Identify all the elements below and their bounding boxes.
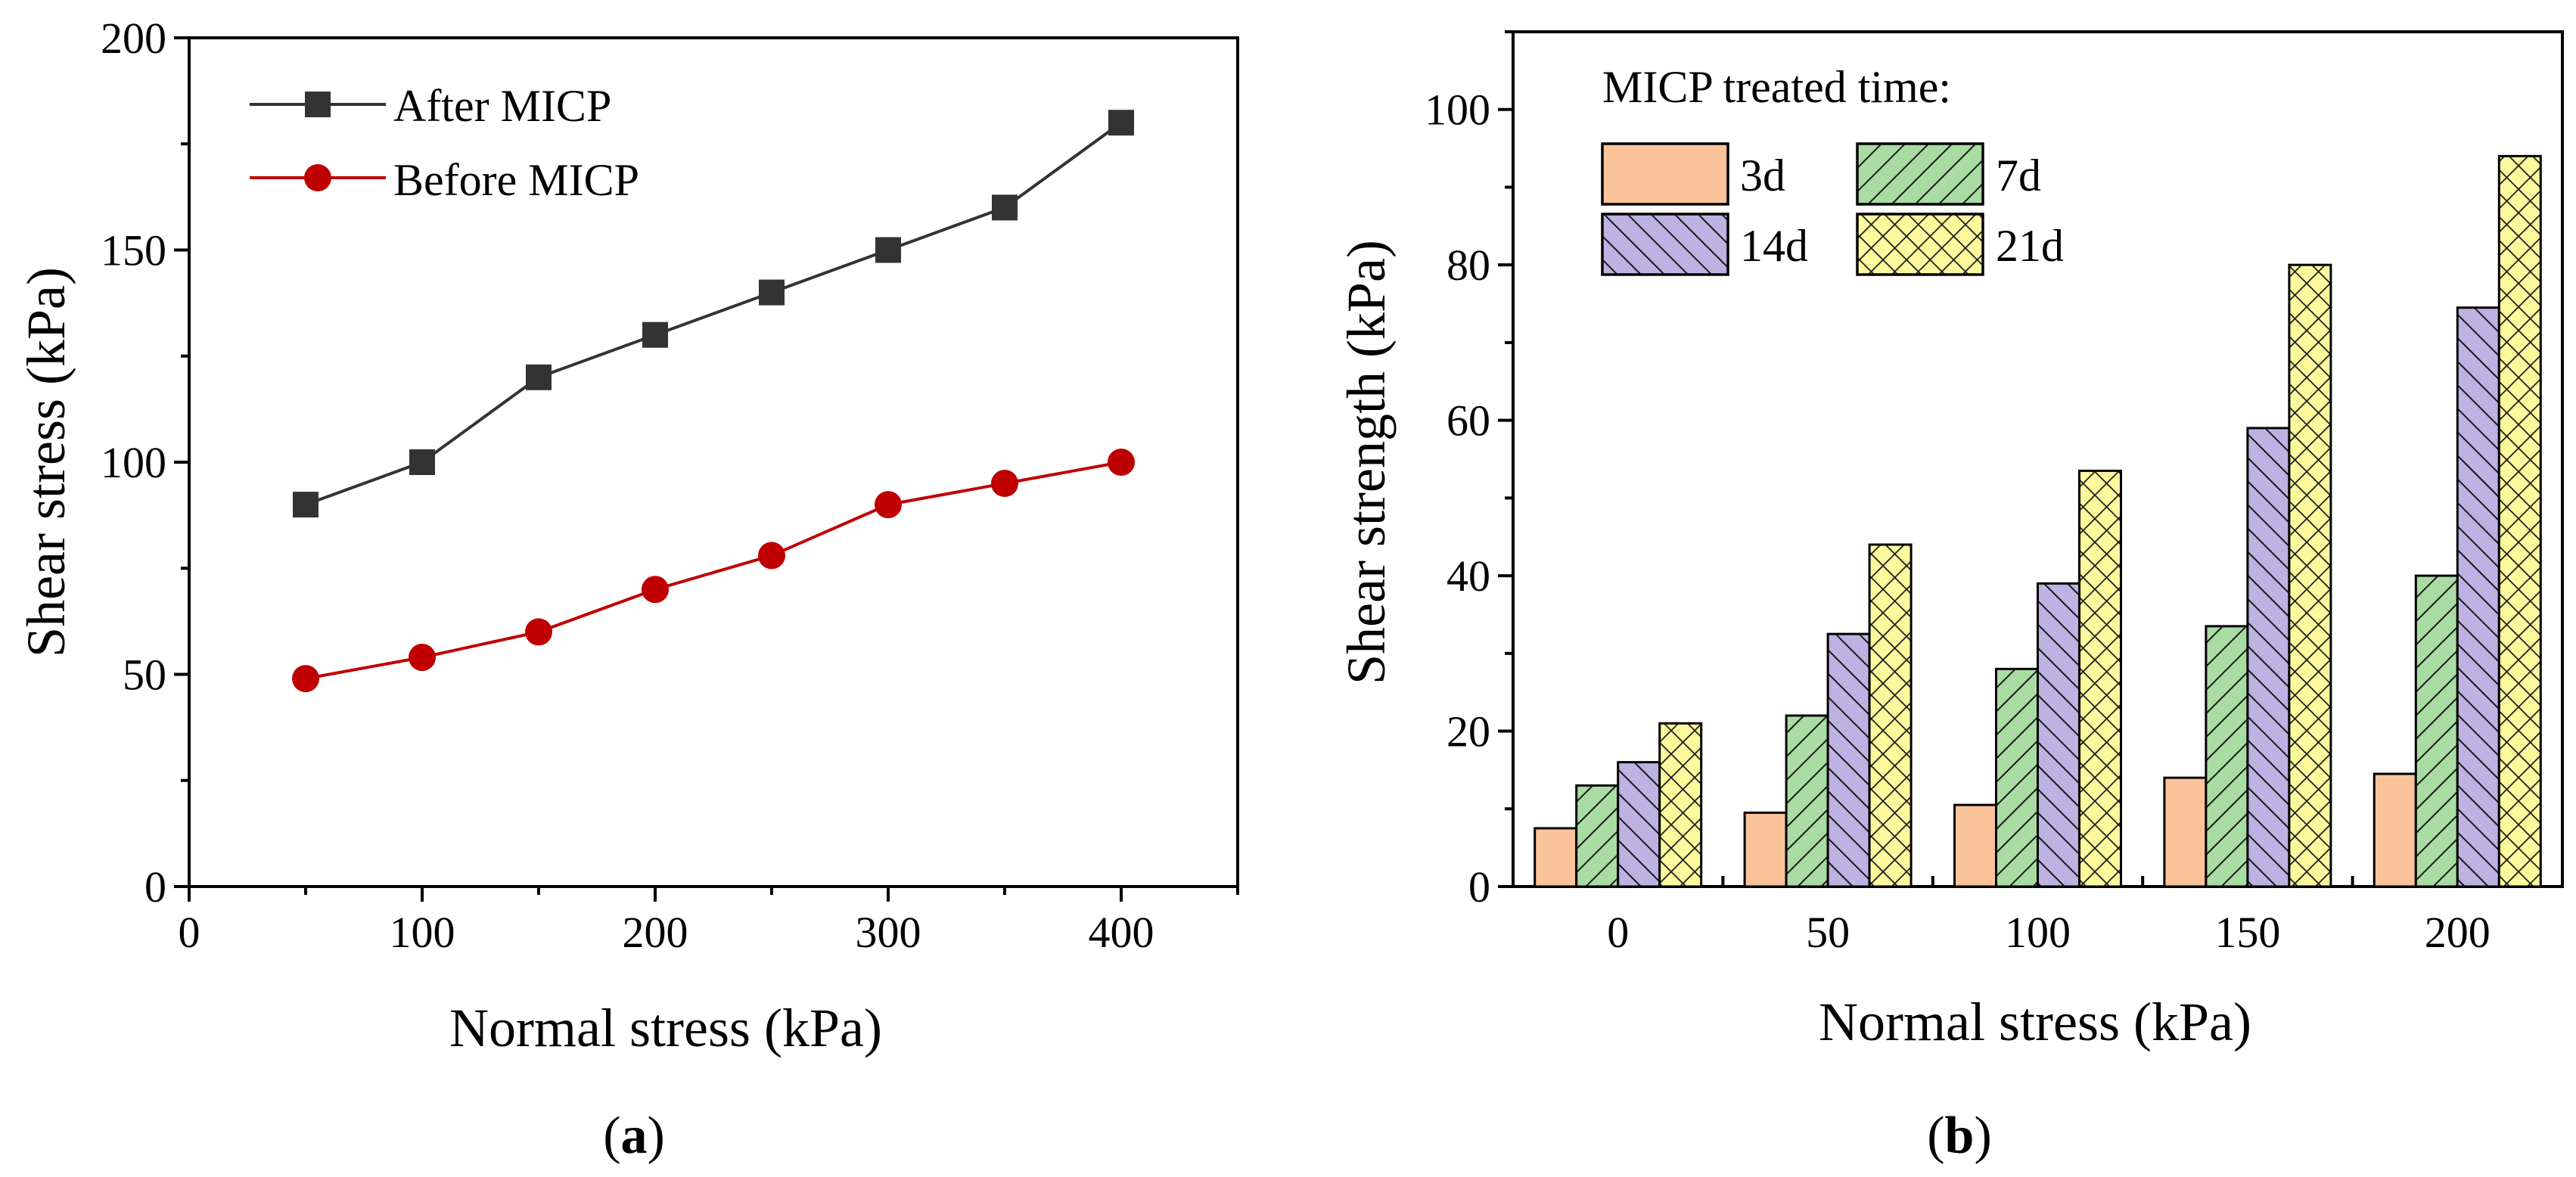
panel-caption-b: (b) <box>1927 1107 1992 1165</box>
y-tick-label: 20 <box>1446 707 1490 756</box>
x-tick-label: 0 <box>179 908 200 957</box>
y-axis-title: Shear stress (kPa) <box>16 267 76 657</box>
data-point <box>992 194 1018 221</box>
x-tick-label: 100 <box>390 908 455 957</box>
data-point <box>409 449 435 475</box>
x-tick-label: 50 <box>1806 908 1850 957</box>
series-line <box>305 461 1122 681</box>
y-tick-label: 100 <box>1425 85 1490 135</box>
bar-14d <box>2246 427 2291 888</box>
bar-3d <box>2163 776 2208 888</box>
data-point <box>875 491 902 519</box>
data-point <box>991 470 1018 498</box>
data-point <box>409 644 436 672</box>
x-tick-label: 300 <box>856 908 921 957</box>
y-tick-label: 50 <box>123 651 166 700</box>
bar-3d <box>1953 803 1997 888</box>
y-tick-label: 40 <box>1446 551 1490 601</box>
y-axis-title: Shear strength (kPa) <box>1336 240 1397 685</box>
legend: After MICP Before MICP <box>250 81 639 205</box>
y-tick-label: 0 <box>144 862 166 911</box>
legend-swatch-21d <box>1856 213 1984 276</box>
series-line <box>305 121 1123 506</box>
bar-21d <box>2288 263 2332 888</box>
bar-7d <box>2205 625 2249 888</box>
legend-marker-before-micp <box>304 164 331 191</box>
plot-frame <box>188 36 1239 888</box>
bar-3d <box>1533 827 1578 888</box>
legend-label-14d: 14d <box>1740 221 1808 271</box>
y-tick-label: 60 <box>1446 396 1490 446</box>
y-tick-label: 0 <box>1468 862 1490 911</box>
bar-21d <box>1868 543 1913 888</box>
x-tick-label: 150 <box>2214 908 2280 957</box>
data-point <box>1108 110 1134 136</box>
legend-marker-after-micp <box>305 92 331 117</box>
legend-swatch-7d <box>1856 142 1984 206</box>
bar-14d <box>1826 632 1871 888</box>
bar-14d <box>2037 582 2080 888</box>
series-lines <box>292 110 1135 693</box>
x-tick-label: 200 <box>623 908 688 957</box>
x-tick-label: 100 <box>2005 908 2071 957</box>
x-tick-label: 0 <box>1607 908 1629 957</box>
axis-ticks: 0 50 100 150 200 0 20 40 60 80 100 <box>1425 30 2491 957</box>
y-tick-label: 200 <box>101 14 166 63</box>
bar-7d <box>1785 714 1829 888</box>
bar-14d <box>2456 306 2500 888</box>
bar-7d <box>1575 784 1620 888</box>
data-point <box>758 542 785 570</box>
axis-ticks: 0 100 200 300 400 0 50 100 150 200 <box>101 14 1239 957</box>
panel-a-line-chart: 0 100 200 300 400 0 50 100 150 200 After MICP Bef… <box>16 14 1239 1165</box>
data-point <box>525 618 552 646</box>
data-point <box>293 492 319 518</box>
bars <box>1533 154 2542 888</box>
x-axis-title: Normal stress (kPa) <box>1819 992 2251 1052</box>
bar-3d <box>1743 811 1788 888</box>
bar-7d <box>2414 574 2459 888</box>
y-tick-label: 80 <box>1446 241 1490 290</box>
bar-21d <box>2497 154 2542 888</box>
panel-caption-a: (a) <box>603 1107 665 1165</box>
data-point <box>759 279 785 306</box>
data-point <box>292 665 319 693</box>
bar-21d <box>2078 469 2122 888</box>
x-tick-label: 200 <box>2425 908 2491 957</box>
legend-label-after-micp: After MICP <box>393 81 611 131</box>
data-point <box>1108 449 1135 476</box>
data-point <box>875 237 901 263</box>
legend-label-before-micp: Before MICP <box>393 155 639 205</box>
x-tick-label: 400 <box>1089 908 1154 957</box>
legend-label-3d: 3d <box>1740 151 1785 200</box>
x-axis-title: Normal stress (kPa) <box>449 998 882 1058</box>
data-point <box>642 321 668 348</box>
y-tick-label: 100 <box>101 438 166 487</box>
legend-label-21d: 21d <box>1996 221 2064 271</box>
legend-swatch-3d <box>1601 142 1729 206</box>
bar-7d <box>1995 667 2039 888</box>
bar-21d <box>1658 722 1703 888</box>
panel-b-bar-chart: 0 50 100 150 200 0 20 40 60 80 100 MICP treated ti… <box>1336 30 2564 1165</box>
legend: MICP treated time: 3d 7d 14d 21d <box>1601 62 2064 276</box>
legend-swatch-14d <box>1601 213 1729 276</box>
data-point <box>526 364 552 390</box>
bar-14d <box>1617 761 1661 888</box>
legend-label-7d: 7d <box>1996 151 2041 200</box>
bar-3d <box>2372 772 2417 888</box>
data-point <box>642 576 669 604</box>
legend-title: MICP treated time: <box>1602 62 1951 112</box>
y-tick-label: 150 <box>101 226 166 275</box>
